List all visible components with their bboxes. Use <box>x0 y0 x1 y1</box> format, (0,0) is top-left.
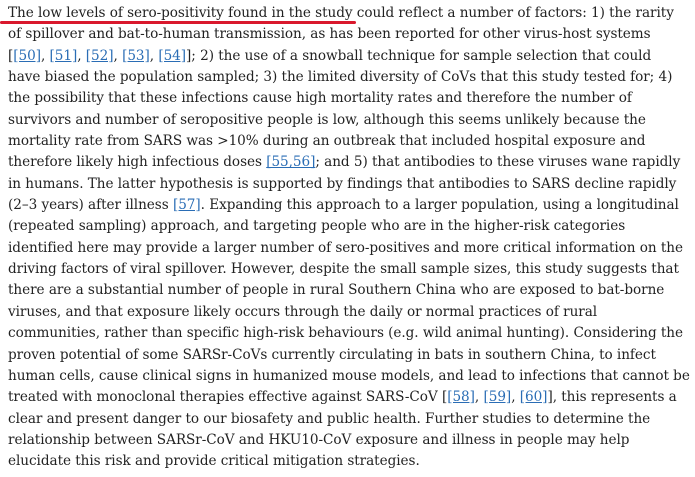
citation-link-55-56[interactable]: [55,56] <box>266 154 316 171</box>
text-line: survivors and number of seropositive peo… <box>8 111 646 128</box>
red-underline-annotation <box>0 21 356 24</box>
text-line: viruses, and that exposure likely occurs… <box>8 303 598 320</box>
text-line: there are a substantial number of people… <box>8 282 665 299</box>
citation-link-51[interactable]: [51] <box>49 47 78 64</box>
article-paragraph: The low levels of sero-positivity found … <box>0 3 690 473</box>
citation-link-53[interactable]: [53] <box>122 47 150 64</box>
text-line: (repeated sampling) approach, and target… <box>8 218 626 235</box>
text-line: therefore likely high infectious doses [… <box>8 154 681 171</box>
citation-link-59[interactable]: [59] <box>483 389 512 406</box>
text-line: relationship between SARSr-CoV and HKU10… <box>8 431 630 448</box>
citation-link-52[interactable]: [52] <box>85 47 114 64</box>
text-line: of spillover and bat-to-human transmissi… <box>8 26 651 43</box>
text-line: clear and present danger to our biosafet… <box>8 410 651 427</box>
text-line: mortality rate from SARS was >10% during… <box>8 133 646 150</box>
text-line: [[50], [51], [52], [53], [54]]; 2) the u… <box>8 47 652 64</box>
text-line: (2–3 years) after illness [57]. Expandin… <box>8 197 679 214</box>
text-line: in humans. The latter hypothesis is supp… <box>8 175 677 192</box>
text-line: identified here may provide a larger num… <box>8 239 684 256</box>
text-line: communities, rather than specific high-r… <box>8 325 684 342</box>
text-line: have biased the population sampled; 3) t… <box>8 69 673 86</box>
citation-link-57[interactable]: [57] <box>172 197 201 214</box>
text-line: human cells, cause clinical signs in hum… <box>8 367 690 384</box>
citation-link-58[interactable]: [58] <box>447 389 475 406</box>
highlighted-phrase: The low levels of sero-positivity found … <box>0 5 356 24</box>
citation-link-54[interactable]: [54] <box>158 47 187 64</box>
text-line: The low levels of sero-positivity found … <box>0 3 690 24</box>
citation-link-60[interactable]: [60] <box>519 389 548 406</box>
text-line: driving factors of viral spillover. Howe… <box>8 261 679 278</box>
text-line: treated with monoclonal therapies effect… <box>8 389 677 406</box>
citation-link-50[interactable]: [50] <box>13 47 41 64</box>
text-line: proven potential of some SARSr-CoVs curr… <box>8 346 656 363</box>
text-line: elucidate this risk and provide critical… <box>8 453 420 470</box>
text-line: the possibility that these infections ca… <box>8 90 632 107</box>
